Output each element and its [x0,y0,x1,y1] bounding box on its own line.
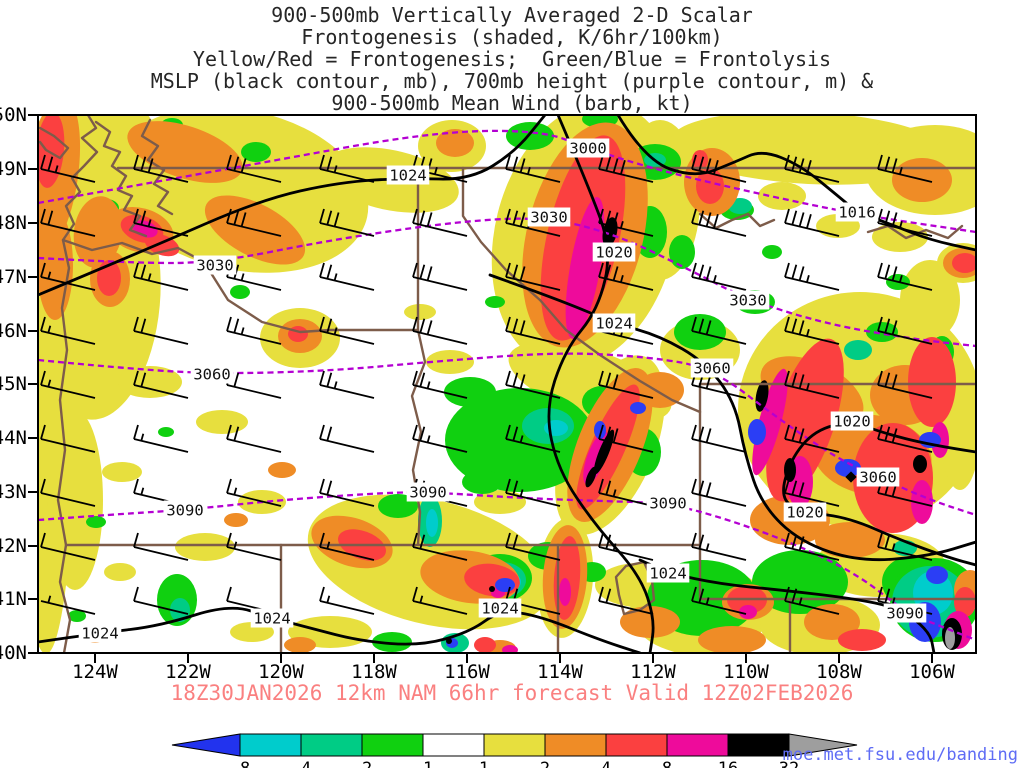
svg-text:48N: 48N [0,212,27,234]
svg-text:1024: 1024 [595,315,632,333]
svg-text:16: 16 [718,759,738,768]
svg-text:1024: 1024 [481,600,518,618]
svg-text:3030: 3030 [729,292,766,310]
svg-text:44N: 44N [0,427,27,449]
svg-text:3030: 3030 [530,209,567,227]
svg-text:120W: 120W [258,661,304,683]
axis-labels: 50N 49N 48N 47N 46N 45N 44N 43N 42N 41N 40N 124W 122… [0,104,955,683]
colorbar-right-arrow [788,733,858,757]
chart-title: 900-500mb Vertically Averaged 2-D Scalar… [0,4,1024,114]
colorbar-left-arrow [171,733,241,757]
svg-text:3090: 3090 [886,605,923,623]
svg-text:8: 8 [662,759,672,768]
svg-text:41N: 41N [0,588,27,610]
svg-text:45N: 45N [0,373,27,395]
svg-text:47N: 47N [0,266,27,288]
svg-text:122W: 122W [165,661,211,683]
contour-labels: 1024 1020 1016 1024 1020 1020 1024 1024 1024 1024… [78,138,927,643]
svg-text:108W: 108W [816,661,862,683]
svg-text:1020: 1020 [595,244,632,262]
diamond-marker [845,471,857,483]
svg-text:3090: 3090 [409,484,446,502]
title-line-2: Frontogenesis (shaded, K/6hr/100km) [301,25,723,49]
svg-text:2: 2 [540,759,550,768]
wind-barbs [40,154,933,615]
svg-text:-1: -1 [413,759,433,768]
title-line-4: MSLP (black contour, mb), 700mb height (… [150,69,874,93]
svg-text:1016: 1016 [838,204,875,222]
svg-text:1024: 1024 [389,167,426,185]
svg-text:112W: 112W [630,661,676,683]
svg-text:124W: 124W [72,661,118,683]
svg-text:-8: -8 [230,759,250,768]
title-line-1: 900-500mb Vertically Averaged 2-D Scalar [271,3,753,27]
svg-text:50N: 50N [0,104,27,126]
svg-text:3060: 3060 [859,469,896,487]
svg-text:3030: 3030 [196,257,233,275]
svg-text:1024: 1024 [649,565,686,583]
svg-text:42N: 42N [0,535,27,557]
svg-text:1020: 1020 [833,413,870,431]
svg-text:46N: 46N [0,320,27,342]
svg-text:3060: 3060 [693,360,730,378]
title-line-5: 900-500mb Mean Wind (barb, kt) [331,91,693,115]
svg-text:-4: -4 [291,759,311,768]
colorbar-legend: -8 -4 -2 -1 1 2 4 8 16 32 [171,733,858,768]
svg-text:110W: 110W [723,661,769,683]
svg-text:3090: 3090 [166,502,203,520]
svg-text:40N: 40N [0,642,27,664]
title-line-3: Yellow/Red = Frontogenesis; Green/Blue =… [192,47,832,71]
svg-text:3090: 3090 [649,495,686,513]
mslp-contours [38,115,976,653]
forecast-caption: 18Z30JAN2026 12km NAM 66hr forecast Vali… [170,681,854,705]
svg-text:3060: 3060 [193,366,230,384]
svg-text:32: 32 [779,759,799,768]
svg-text:106W: 106W [909,661,955,683]
svg-text:43N: 43N [0,481,27,503]
svg-text:1024: 1024 [81,625,118,643]
svg-text:1024: 1024 [253,610,290,628]
svg-text:1: 1 [479,759,489,768]
svg-text:116W: 116W [444,661,490,683]
svg-text:114W: 114W [537,661,583,683]
svg-text:49N: 49N [0,158,27,180]
svg-text:-2: -2 [352,759,372,768]
svg-text:3000: 3000 [569,140,606,158]
svg-text:4: 4 [601,759,611,768]
credit-link[interactable]: moe.met.fsu.edu/banding [782,745,1018,765]
svg-text:118W: 118W [351,661,397,683]
svg-text:1020: 1020 [786,504,823,522]
